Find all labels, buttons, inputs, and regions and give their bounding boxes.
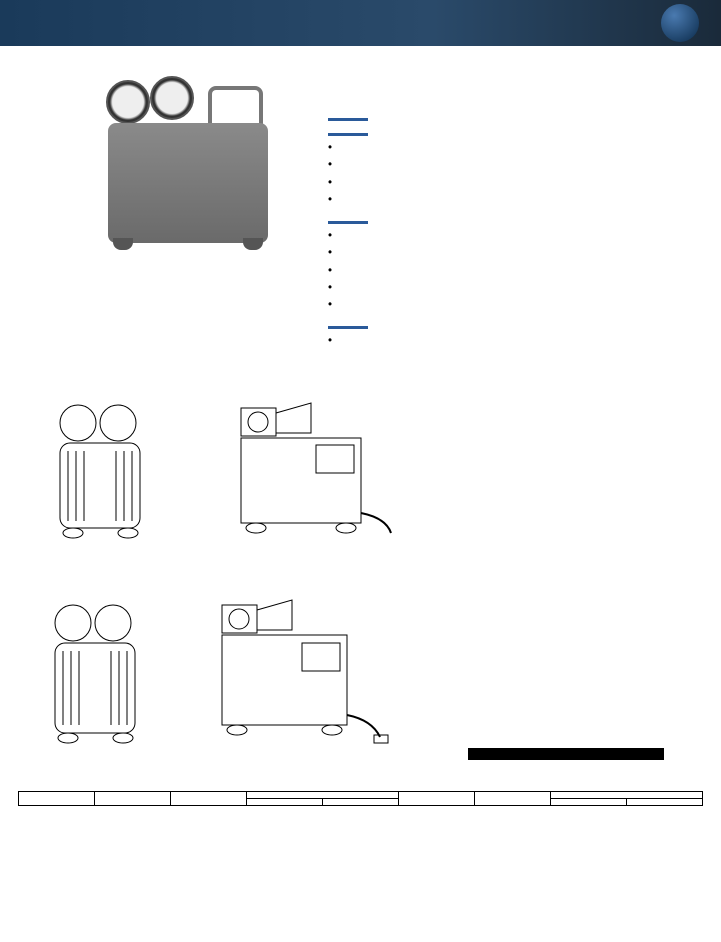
list-item: [328, 245, 628, 262]
product-photo: [78, 68, 308, 268]
col-lbs: [551, 798, 627, 805]
col-rpm: [247, 791, 399, 798]
list-item: [328, 280, 628, 297]
drawing-p704: [18, 373, 703, 553]
spec-table: [18, 791, 703, 806]
col-motor-class: [95, 791, 171, 805]
list-item: [328, 140, 628, 157]
drawing-p504: [18, 565, 398, 765]
list-item: [328, 192, 628, 209]
features-list: [328, 140, 628, 209]
conversion-box: [468, 748, 664, 760]
list-item: [328, 175, 628, 192]
list-item: [328, 297, 628, 314]
col-kw: [475, 791, 551, 805]
header: [0, 0, 721, 46]
includes-list: [328, 228, 628, 314]
col-motor-type: [171, 791, 247, 805]
col-kg: [627, 798, 703, 805]
list-item: [328, 228, 628, 245]
info-column: [328, 58, 628, 363]
list-item: [328, 333, 628, 350]
col-weight: [551, 791, 703, 798]
drawing-p504-front: [18, 565, 194, 765]
list-item: [328, 263, 628, 280]
col-rpm50: [323, 798, 399, 805]
col-model: [19, 791, 95, 805]
drawing-p504-side: [202, 565, 398, 765]
options-list: [328, 333, 628, 350]
drawing-p704-front: [18, 373, 208, 553]
list-item: [328, 157, 628, 174]
content: [0, 46, 721, 818]
col-hp: [399, 791, 475, 805]
drawing-p704-side: [216, 373, 416, 553]
globe-icon: [661, 4, 699, 42]
performance-chart: [398, 565, 698, 735]
col-rpm60: [247, 798, 323, 805]
